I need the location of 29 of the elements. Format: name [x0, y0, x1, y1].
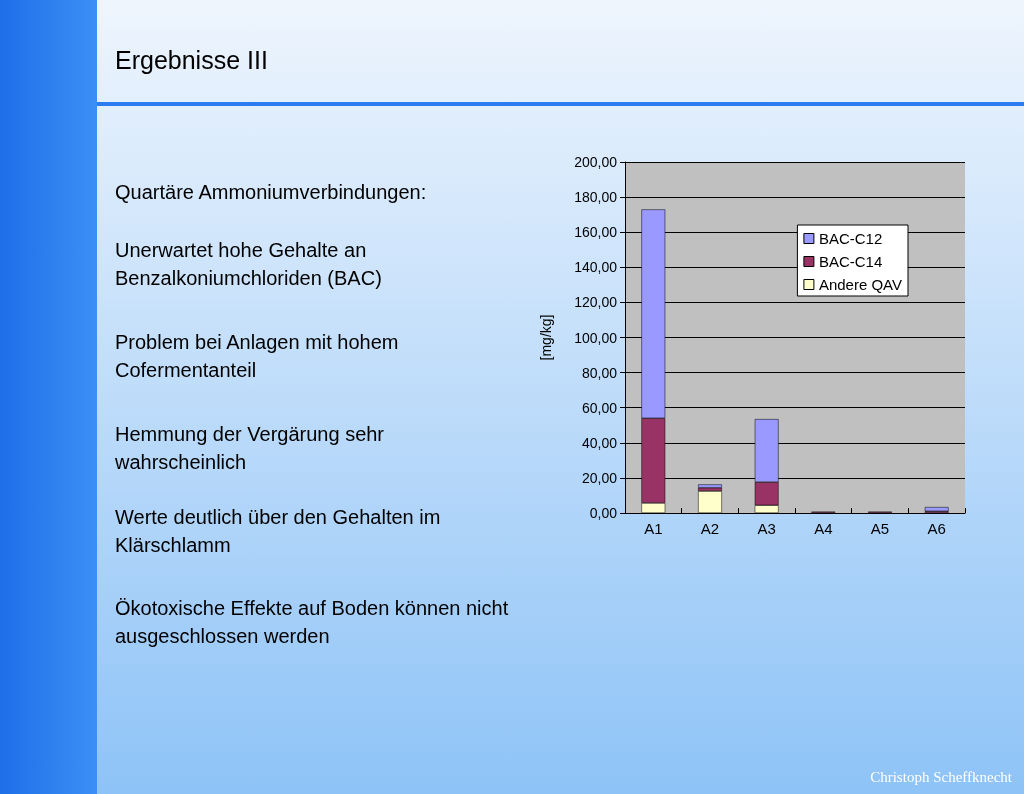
y-tick-label: 180,00 — [574, 189, 618, 206]
x-tick-label: A2 — [700, 520, 720, 537]
y-tick-label: 120,00 — [574, 294, 618, 311]
legend-label: BAC-C12 — [818, 230, 883, 247]
y-tick-label: 160,00 — [574, 224, 618, 241]
legend-label: BAC-C14 — [818, 253, 883, 270]
legend-label: Andere QAV — [818, 276, 903, 293]
y-tick-label: 80,00 — [581, 364, 618, 381]
y-tick-label: 100,00 — [574, 329, 618, 346]
x-tick-label: A5 — [870, 520, 890, 537]
x-tick-label: A6 — [927, 520, 946, 537]
y-tick-label: 40,00 — [581, 434, 618, 451]
text: Werte deutlich über den Gehalten im Klärschlamm — [115, 505, 442, 558]
text: Problem bei Anlagen mit hohem Cofermentanteil — [115, 330, 400, 383]
y-tick-label: 60,00 — [581, 399, 618, 416]
text: Unerwartet hohe Gehalte an Benzalkoniumchloriden (BAC) — [115, 238, 383, 291]
y-axis-title: [mg/kg] — [538, 314, 554, 361]
y-tick-label: 200,00 — [574, 154, 618, 170]
x-tick-label: A1 — [644, 520, 663, 537]
text: Ökotoxische Effekte auf Boden können nicht ausgeschlossen werden — [115, 596, 510, 649]
x-tick-label: A4 — [814, 520, 833, 537]
y-tick-label: 20,00 — [581, 469, 618, 486]
x-tick-label: A3 — [757, 520, 776, 537]
text: Christoph Scheffknecht — [870, 769, 1012, 786]
text: Hemmung der Vergärung sehr wahrscheinlich — [115, 422, 386, 475]
y-tick-label: 0,00 — [589, 505, 618, 521]
y-tick-label: 140,00 — [574, 259, 618, 276]
text: Ergebnisse III — [115, 46, 268, 75]
text: Quartäre Ammoniumverbindungen: — [115, 180, 428, 205]
